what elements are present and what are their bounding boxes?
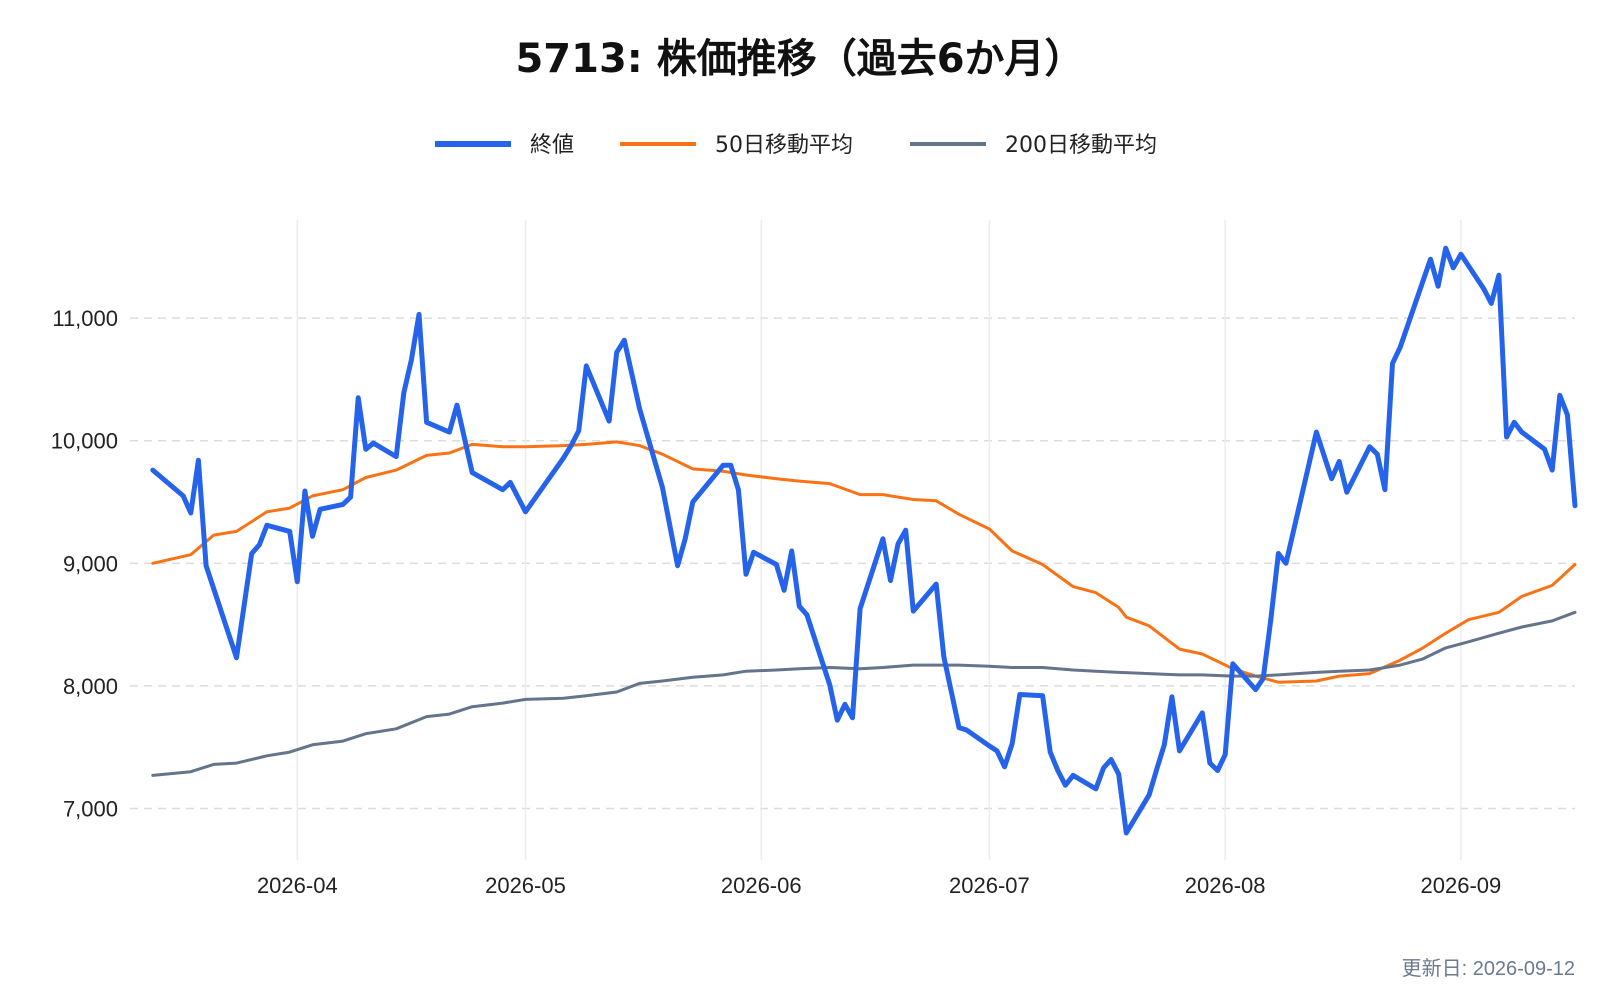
y-tick-label: 8,000 [63, 674, 118, 699]
legend-label-0: 終値 [530, 133, 574, 158]
x-axis: 2026-04 2026-05 2026-06 2026-07 2026-08 2026-… [257, 873, 1501, 898]
x-tick-label: 2026-06 [721, 873, 802, 898]
y-axis: 7,000 8,000 9,000 10,000 11,000 [51, 306, 118, 821]
y-tick-label: 7,000 [63, 797, 118, 822]
y-tick-label: 9,000 [63, 551, 118, 576]
series-line-1 [151, 440, 1577, 684]
plot-area: 2026-04 2026-05 2026-06 2026-07 2026-08 2026-… [51, 220, 1578, 898]
series-line-0 [150, 245, 1578, 836]
y-tick-label: 11,000 [52, 306, 118, 331]
x-tick-label: 2026-05 [485, 873, 566, 898]
x-tick-label: 2026-09 [1421, 873, 1502, 898]
chart-title: 5713: 株価推移（過去6か月） [515, 36, 1084, 82]
grid [130, 220, 1575, 860]
x-tick-label: 2026-04 [257, 873, 338, 898]
series-layer [150, 245, 1578, 836]
legend-label-2: 200日移動平均 [1005, 133, 1157, 158]
y-tick-label: 10,000 [51, 429, 118, 454]
x-tick-label: 2026-07 [949, 873, 1030, 898]
x-tick-label: 2026-08 [1185, 873, 1266, 898]
updated-date-label: 更新日: 2026-09-12 [1402, 957, 1575, 980]
series-line-2 [151, 610, 1577, 777]
legend-label-1: 50日移動平均 [715, 133, 853, 158]
legend: 終値 50日移動平均 200日移動平均 [435, 133, 1157, 158]
